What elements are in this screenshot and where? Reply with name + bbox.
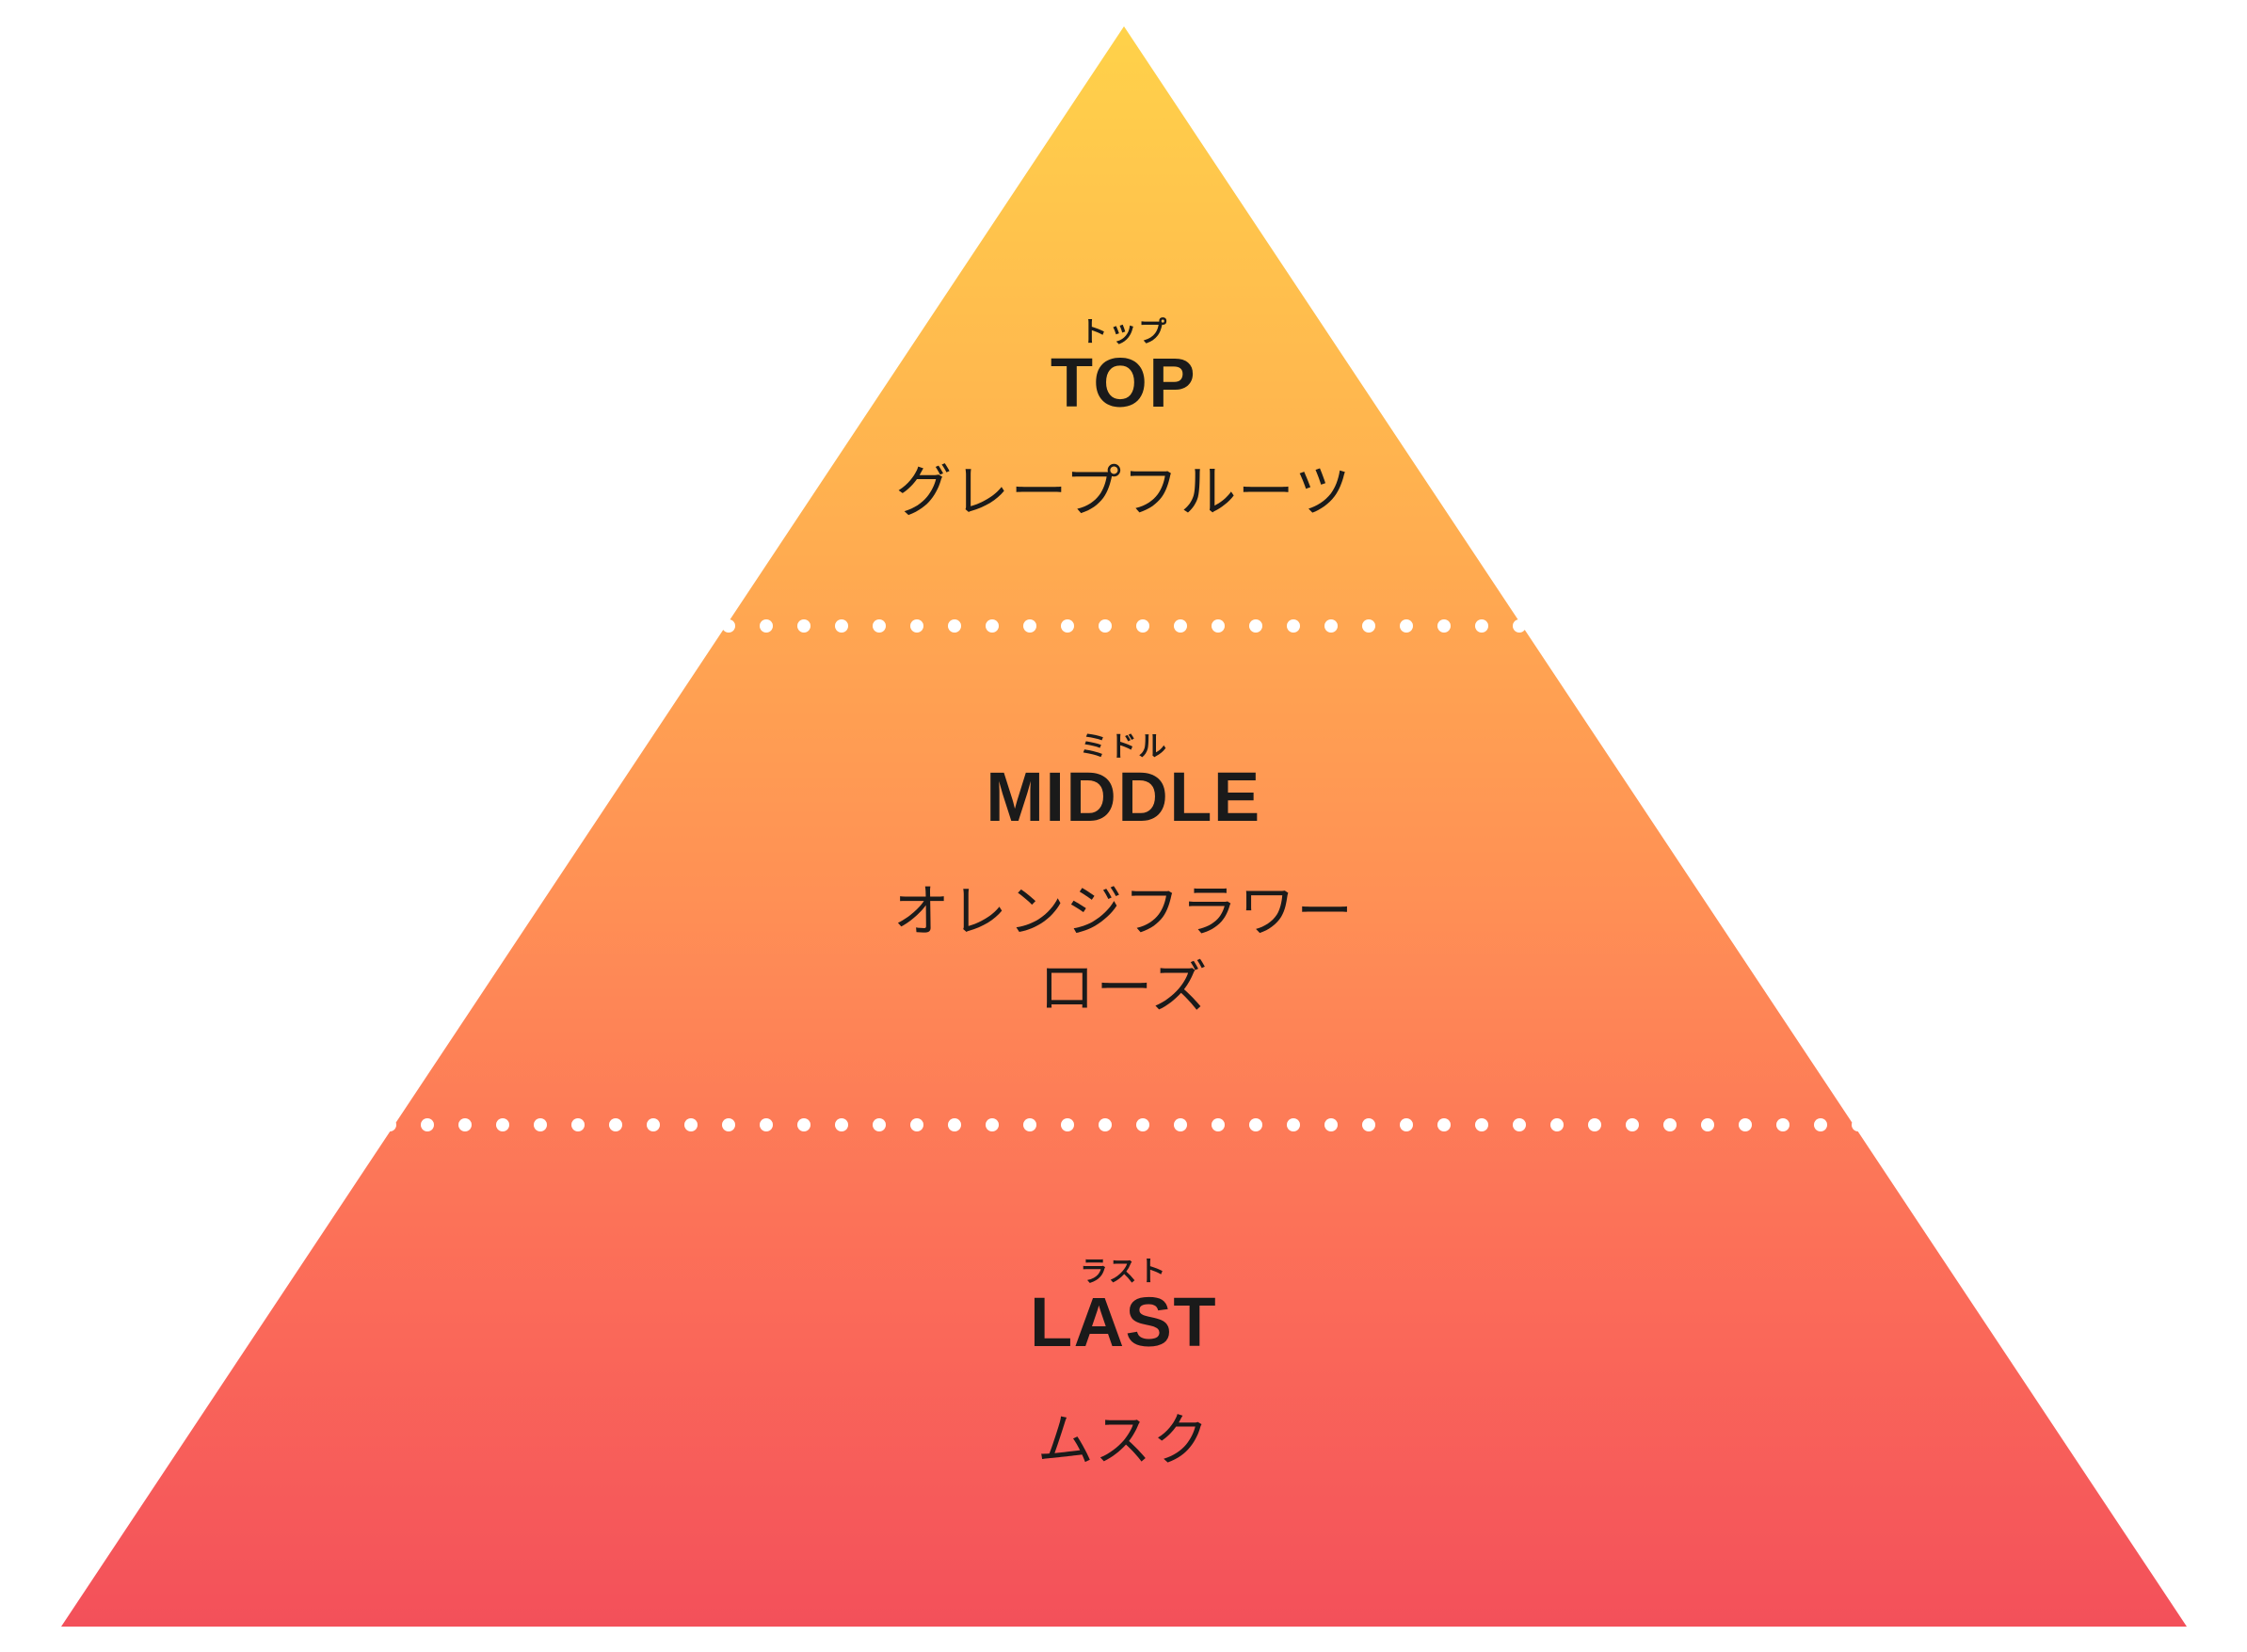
section-last-desc: ムスク (61, 1403, 2187, 1479)
pyramid-container: トップ TOP グレープフルーツ ミドル MIDDLE オレンジフラワー ローズ… (61, 26, 2187, 1627)
divider-dots-2 (345, 1118, 1902, 1131)
divider-dots-1 (647, 619, 1601, 633)
section-middle-title: MIDDLE (61, 757, 2187, 837)
section-top-desc: グレープフルーツ (61, 454, 2187, 530)
section-middle-desc: オレンジフラワー ローズ (61, 874, 2187, 1026)
stage: トップ TOP グレープフルーツ ミドル MIDDLE オレンジフラワー ローズ… (0, 0, 2247, 1652)
section-last-title: LAST (61, 1282, 2187, 1362)
section-top-title: TOP (61, 343, 2187, 423)
